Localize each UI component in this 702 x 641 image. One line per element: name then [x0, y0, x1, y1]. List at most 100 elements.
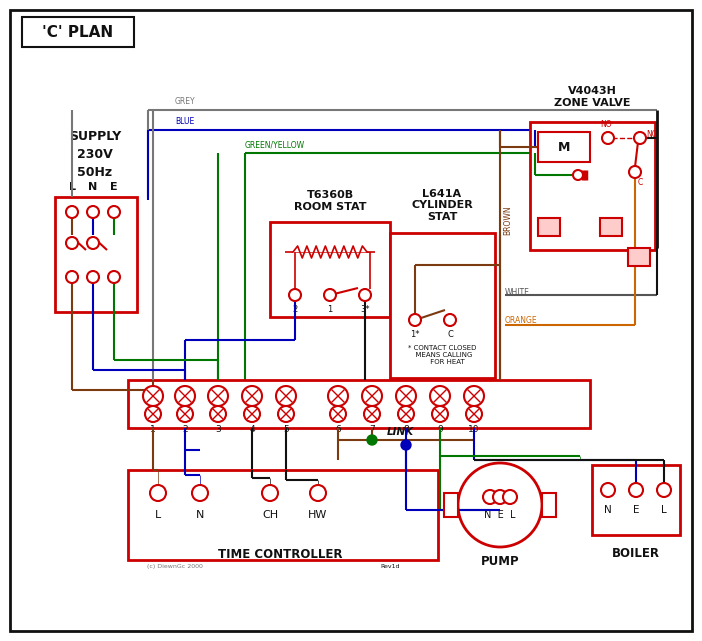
Text: C: C	[447, 330, 453, 339]
Circle shape	[362, 386, 382, 406]
Text: SUPPLY
230V
50Hz: SUPPLY 230V 50Hz	[69, 130, 121, 179]
Text: 4: 4	[249, 425, 255, 434]
Circle shape	[483, 490, 497, 504]
Text: BLUE: BLUE	[175, 117, 194, 126]
Text: 9: 9	[437, 425, 443, 434]
Circle shape	[503, 490, 517, 504]
Bar	[270, 222, 390, 317]
Text: ORANGE: ORANGE	[505, 315, 538, 324]
Text: BOILER: BOILER	[612, 547, 660, 560]
Circle shape	[87, 237, 99, 249]
Circle shape	[398, 406, 414, 422]
Bar	[542, 493, 556, 517]
Bar	[538, 132, 590, 162]
Text: 1: 1	[150, 425, 156, 434]
Circle shape	[66, 271, 78, 283]
Circle shape	[401, 440, 411, 450]
Circle shape	[602, 132, 614, 144]
Circle shape	[601, 483, 615, 497]
Text: LINK: LINK	[386, 427, 413, 437]
Text: 'C' PLAN: 'C' PLAN	[42, 24, 114, 40]
Text: BROWN: BROWN	[503, 205, 512, 235]
Text: N: N	[88, 182, 98, 192]
Circle shape	[657, 483, 671, 497]
Circle shape	[629, 483, 643, 497]
Circle shape	[192, 485, 208, 501]
Circle shape	[464, 386, 484, 406]
Text: GREY: GREY	[175, 97, 196, 106]
Text: 6: 6	[335, 425, 341, 434]
Circle shape	[177, 406, 193, 422]
Circle shape	[367, 435, 377, 445]
Circle shape	[396, 386, 416, 406]
Text: 10: 10	[468, 425, 479, 434]
Text: Rev1d: Rev1d	[380, 564, 399, 569]
Circle shape	[108, 271, 120, 283]
Circle shape	[278, 406, 294, 422]
Text: 5: 5	[283, 425, 289, 434]
Text: T6360B
ROOM STAT: T6360B ROOM STAT	[293, 190, 366, 212]
Bar	[538, 218, 560, 236]
Circle shape	[409, 314, 421, 326]
Circle shape	[444, 314, 456, 326]
Circle shape	[108, 206, 120, 218]
Bar	[592, 465, 680, 535]
Text: L641A
CYLINDER
STAT: L641A CYLINDER STAT	[411, 189, 473, 222]
Circle shape	[330, 406, 346, 422]
Circle shape	[66, 206, 78, 218]
Text: NC: NC	[646, 129, 657, 138]
Text: 7: 7	[369, 425, 375, 434]
Text: C: C	[638, 178, 643, 187]
Circle shape	[458, 463, 542, 547]
Text: PUMP: PUMP	[481, 555, 519, 568]
Bar	[444, 493, 458, 517]
Circle shape	[466, 406, 482, 422]
Text: 2: 2	[183, 425, 188, 434]
Text: N: N	[604, 505, 612, 515]
Text: GREEN/YELLOW: GREEN/YELLOW	[245, 140, 305, 149]
Circle shape	[208, 386, 228, 406]
Bar	[128, 470, 438, 560]
Text: M: M	[558, 140, 570, 153]
Bar	[600, 218, 622, 236]
Text: HW: HW	[308, 510, 328, 520]
Text: TIME CONTROLLER: TIME CONTROLLER	[218, 548, 343, 561]
Circle shape	[66, 237, 78, 249]
Bar	[128, 380, 590, 428]
Circle shape	[145, 406, 161, 422]
Circle shape	[175, 386, 195, 406]
Text: (c) DiewnGc 2000: (c) DiewnGc 2000	[147, 564, 203, 569]
Bar	[628, 248, 650, 266]
Text: N: N	[196, 510, 204, 520]
Circle shape	[210, 406, 226, 422]
Circle shape	[359, 289, 371, 301]
Circle shape	[244, 406, 260, 422]
Text: E: E	[110, 182, 118, 192]
Circle shape	[328, 386, 348, 406]
Circle shape	[573, 170, 583, 180]
Circle shape	[276, 386, 296, 406]
Circle shape	[493, 490, 507, 504]
Circle shape	[634, 132, 646, 144]
Text: 1: 1	[327, 305, 333, 314]
Text: NO: NO	[600, 120, 612, 129]
Text: * CONTACT CLOSED
  MEANS CALLING
     FOR HEAT: * CONTACT CLOSED MEANS CALLING FOR HEAT	[408, 345, 476, 365]
Circle shape	[87, 206, 99, 218]
Bar	[22, 17, 134, 47]
Circle shape	[87, 271, 99, 283]
Circle shape	[150, 485, 166, 501]
Circle shape	[289, 289, 301, 301]
Bar	[55, 197, 137, 312]
Bar	[530, 122, 655, 250]
Circle shape	[324, 289, 336, 301]
Text: 1*: 1*	[410, 330, 420, 339]
Circle shape	[242, 386, 262, 406]
Circle shape	[430, 386, 450, 406]
Bar	[390, 233, 495, 378]
Text: 3: 3	[215, 425, 221, 434]
Text: 3*: 3*	[360, 305, 370, 314]
Text: L: L	[69, 182, 76, 192]
Circle shape	[310, 485, 326, 501]
Text: WHITE: WHITE	[505, 288, 530, 297]
Circle shape	[629, 166, 641, 178]
